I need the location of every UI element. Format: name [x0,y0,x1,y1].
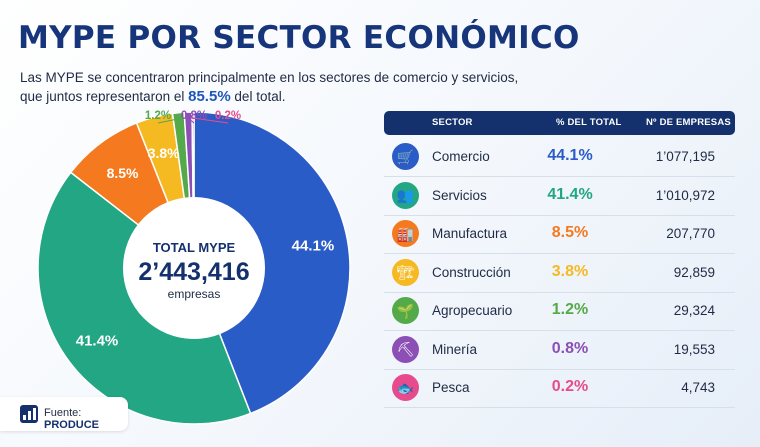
source-label: Fuente: [44,407,82,419]
source-text: Fuente: PRODUCE [44,407,128,431]
table-row: 🐟 Pesca 0.2% 4,743 [384,369,735,408]
subtitle-line-2-end: del total. [230,89,286,104]
table-row: 🌱 Agropecuario 1.2% 29,324 [384,292,735,331]
factory-icon: 🏭 [392,220,419,247]
table-row: 🛒 Comercio 44.1% 1’077,195 [384,138,735,177]
sector-percent-construcción: 3.8% [551,262,589,280]
sector-count-pesca: 4,743 [681,380,715,395]
mine-cart-icon: ⛏ [392,335,419,363]
data-label-pesca: 0.2% [215,110,241,122]
data-label-minería: 0.8% [181,110,207,122]
total-unit: empresas [168,287,221,301]
subtitle-highlight: 85.5% [188,88,231,105]
subtitle-line-2-start: que juntos representaron el [20,89,189,104]
total-value: 2’443,416 [138,258,249,286]
source-name: PRODUCE [44,419,100,431]
table-row: ⛏ Minería 0.8% 19,553 [384,331,735,370]
subtitle-line-1: Las MYPE se concentraron principalmente … [20,70,519,85]
data-label-servicios: 41.4% [76,332,119,349]
table-row: 🏭 Manufactura 8.5% 207,770 [384,215,735,254]
sector-percent-agropecuario: 1.2% [551,301,589,318]
data-label-construcción: 3.8% [148,145,180,161]
donut-slice-pesca [191,111,195,199]
source-box: Fuente: PRODUCE [0,397,128,431]
subtitle: Las MYPE se concentraron principalmente … [20,68,518,106]
sector-count-construcción: 92,859 [673,264,715,280]
data-label-agropecuario: 1.2% [145,110,171,122]
bar-chart-icon [20,405,38,423]
sector-name-construcción: Construcción [432,264,511,280]
sector-percent-minería: 0.8% [551,339,589,357]
data-label-manufactura: 8.5% [107,165,139,181]
crane-icon: 🏗 [392,258,419,286]
sector-percent-comercio: 44.1% [547,147,593,164]
table-row: 👥 Servicios 41.4% 1’010,972 [384,177,735,216]
fish-icon: 🐟 [392,374,419,401]
sector-count-manufactura: 207,770 [666,226,715,241]
plant-icon: 🌱 [392,297,419,324]
sector-percent-pesca: 0.2% [551,378,589,395]
shopping-cart-icon: 🛒 [392,143,419,170]
sector-name-manufactura: Manufactura [432,226,508,241]
sector-percent-manufactura: 8.5% [551,224,589,241]
sector-name-comercio: Comercio [432,149,490,164]
leader-line-minería [188,117,195,124]
sector-name-minería: Minería [432,341,478,357]
data-label-comercio: 44.1% [292,238,335,255]
column-header-sector: SECTOR [432,117,473,128]
sector-name-servicios: Servicios [432,187,487,203]
people-icon: 👥 [392,181,419,209]
column-header-percent: % DEL TOTAL [556,117,622,128]
leader-line-agropecuario [157,118,180,124]
leader-line-pesca [192,117,229,124]
table-row: 🏗 Construcción 3.8% 92,859 [384,254,735,293]
sector-count-comercio: 1’077,195 [655,149,715,164]
total-label: TOTAL MYPE [153,240,236,255]
sector-count-minería: 19,553 [673,341,715,357]
sector-count-servicios: 1’010,972 [655,187,715,203]
sector-name-agropecuario: Agropecuario [432,303,513,318]
sector-name-pesca: Pesca [432,380,470,395]
page-title: MYPE POR SECTOR ECONÓMICO [18,20,580,56]
sector-count-agropecuario: 29,324 [673,303,715,318]
column-header-count: Nº DE EMPRESAS [646,117,731,128]
donut-center [123,197,265,339]
sector-percent-servicios: 41.4% [547,185,593,203]
table-header: SECTOR % DEL TOTAL Nº DE EMPRESAS [384,111,735,135]
